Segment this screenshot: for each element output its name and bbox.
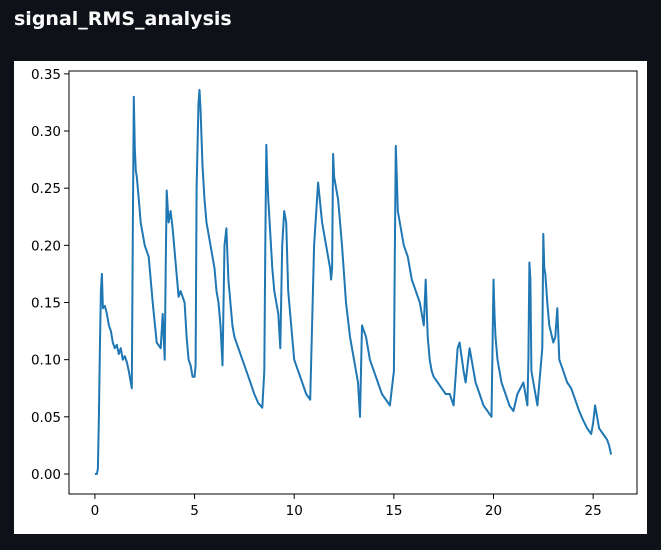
x-tick-label: 15: [385, 503, 402, 519]
axes-frame: [68, 70, 638, 495]
y-tick-label: 0.35: [31, 67, 61, 83]
page-title: signal_RMS_analysis: [14, 8, 232, 30]
y-tick-label: 0.25: [31, 181, 61, 197]
line-chart: 0 5 10 15 20 25 0.00 0.05 0.10 0.15 0.20 0.25 0.30 0.…: [31, 67, 638, 519]
x-tick-label: 20: [485, 503, 502, 519]
y-tick-label: 0.30: [31, 124, 61, 140]
x-tick-label: 25: [585, 503, 602, 519]
chart-panel: 0 5 10 15 20 25 0.00 0.05 0.10 0.15 0.20 0.25 0.30 0.…: [14, 61, 647, 534]
x-tick-label: 0: [91, 503, 100, 519]
x-tick-label: 10: [286, 503, 303, 519]
y-tick-label: 0.00: [31, 467, 61, 483]
x-tick-label: 5: [190, 503, 199, 519]
y-tick-label: 0.20: [31, 238, 61, 254]
series-line-0: [94, 88, 613, 475]
y-tick-label: 0.05: [31, 410, 61, 426]
y-tick-label: 0.15: [31, 296, 61, 312]
y-tick-label: 0.10: [31, 353, 61, 369]
plot-area: 0 5 10 15 20 25 0.00 0.05 0.10 0.15 0.20 0.25 0.30 0.…: [31, 67, 638, 519]
